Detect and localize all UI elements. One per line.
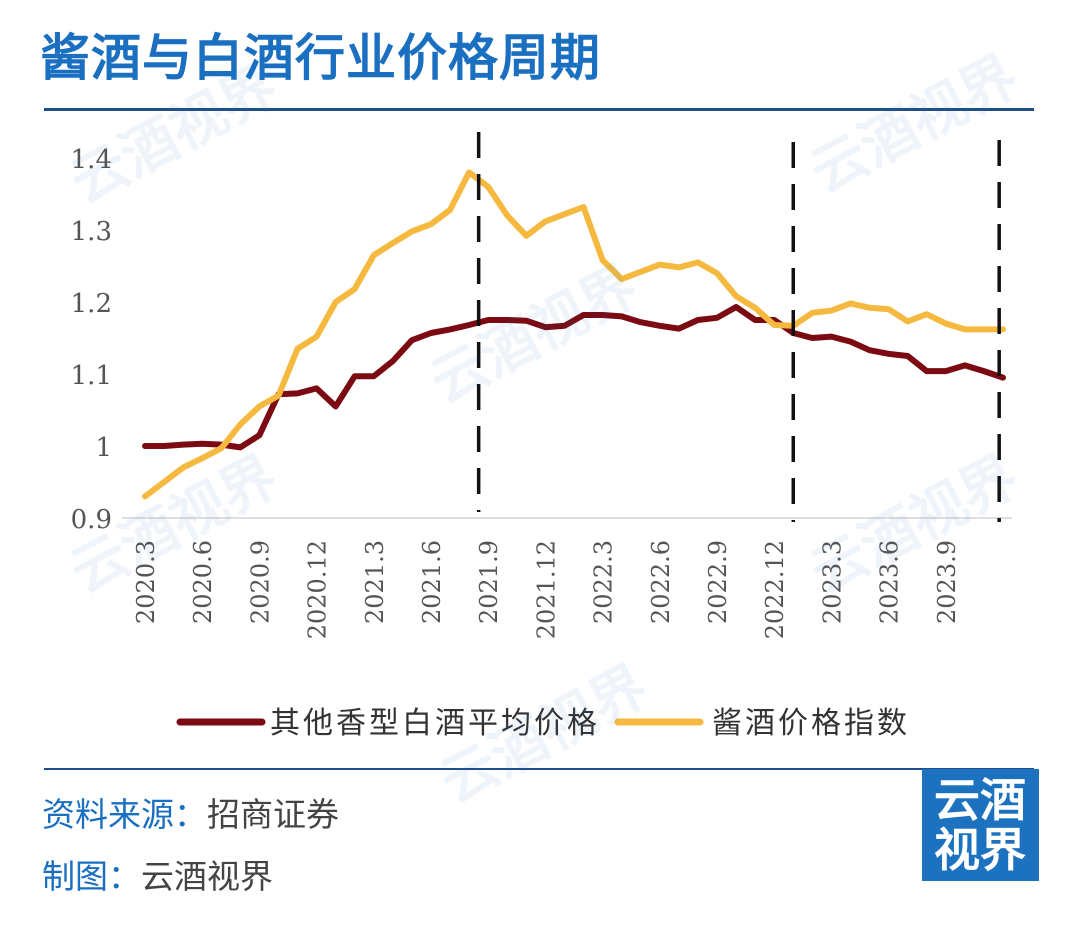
x-tick-label: 2021.12	[532, 540, 560, 639]
series-line-jiangjiu-index	[142, 169, 1006, 500]
logo-text-top: 云酒	[934, 773, 1026, 827]
brand-logo: 云酒 视界	[922, 769, 1039, 881]
page-title: 酱酒与白酒行业价格周期	[40, 29, 601, 87]
logo-text-bottom: 视界	[934, 823, 1026, 877]
made-by-line: 制图：云酒视界	[42, 850, 273, 898]
x-tick-label: 2020.3	[132, 540, 160, 624]
y-tick-label: 1.3	[71, 217, 112, 247]
y-tick-label: 0.9	[71, 505, 112, 535]
series-line-other-baijiu	[142, 304, 1006, 451]
legend-label-other-baijiu: 其他香型白酒平均价格	[270, 706, 600, 741]
x-tick-label: 2022.9	[704, 540, 732, 624]
price-cycle-chart: 0.9 1 1.1 1.2 1.3 1.4 2020.3 2020.6 2020.9 2020.1…	[71, 132, 1012, 741]
x-tick-label: 2022.3	[590, 540, 618, 624]
x-tick-label: 2022.12	[761, 540, 789, 639]
x-tick-label: 2020.6	[189, 540, 217, 624]
source-line: 资料来源：招商证券	[42, 788, 339, 836]
x-tick-label: 2021.6	[418, 540, 446, 624]
made-by-label: 制图：	[42, 857, 141, 896]
x-tick-label: 2023.6	[876, 540, 904, 624]
y-tick-label: 1	[95, 433, 112, 463]
x-tick-label: 2021.9	[475, 540, 503, 624]
x-tick-label: 2022.6	[647, 540, 675, 624]
x-tick-label: 2023.3	[818, 540, 846, 624]
footer-rule	[44, 768, 1034, 770]
source-value: 招商证券	[207, 795, 339, 834]
y-tick-label: 1.1	[71, 361, 112, 391]
x-tick-label: 2020.9	[246, 540, 274, 624]
x-tick-label: 2021.3	[361, 540, 389, 624]
made-by-value: 云酒视界	[141, 857, 273, 896]
y-tick-label: 1.4	[71, 145, 112, 175]
x-tick-label: 2023.9	[933, 540, 961, 624]
x-tick-label: 2020.12	[304, 540, 332, 639]
legend-label-jiangjiu-index: 酱酒价格指数	[712, 706, 910, 741]
y-tick-label: 1.2	[71, 289, 112, 319]
title-rule	[44, 108, 1034, 111]
source-label: 资料来源：	[42, 795, 207, 834]
